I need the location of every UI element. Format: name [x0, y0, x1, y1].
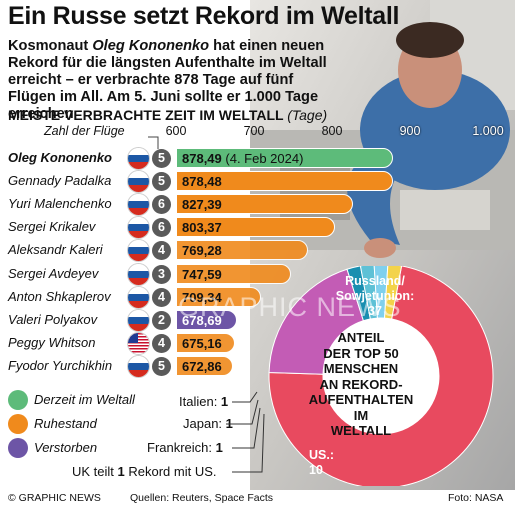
italy-label: Italien: 1 [179, 394, 229, 409]
bar [176, 148, 394, 168]
intro-text: Kosmonaut Oleg Kononenko hat einen neuen… [8, 38, 327, 122]
russia-flag-icon [128, 194, 149, 216]
x-tick-label: 600 [165, 124, 187, 138]
astronaut-name: Anton Shkaplerov [8, 288, 111, 304]
flight-count: 2 [152, 310, 171, 330]
chart-title: MEISTE VERBRACHTE ZEIT IM WELTALL (Tage) [8, 107, 328, 123]
russia-flag-icon [128, 309, 149, 331]
flights-column-label: Zahl der Flüge [44, 124, 125, 138]
flight-count: 4 [152, 241, 171, 261]
russia-label: Russland/Sowjetunion: 37 [335, 274, 415, 318]
astronaut-name: Fyodor Yurchikhin [8, 357, 113, 373]
intro-name: Oleg Kononenko [92, 38, 210, 54]
donut-chart [268, 266, 494, 486]
bar [176, 286, 262, 307]
x-tick-label: 1.000 [472, 124, 504, 138]
bar-value-label: 827,39 [182, 197, 222, 213]
bar [176, 194, 354, 215]
donut-title-line: AUFENTHALTEN [308, 392, 414, 407]
bar-value-label: 878,49 (4. Feb 2024) [182, 151, 304, 166]
donut-title-line: DER TOP 50 [323, 345, 399, 361]
bar-value-label: 675,16 [182, 335, 222, 351]
astronaut-name: Aleksandr Kaleri [8, 242, 103, 258]
bar [176, 355, 233, 376]
flight-count: 5 [152, 172, 171, 192]
bar-value-label: 803,37 [182, 220, 222, 236]
donut-title-line: IM [353, 407, 369, 423]
legend-label-deceased: Verstorben [34, 440, 98, 455]
copyright: © GRAPHIC NEWS [8, 492, 101, 504]
sources: Quellen: Reuters, Space Facts [130, 492, 273, 504]
flights-label-connector [148, 136, 159, 149]
legend-dot-deceased [8, 438, 28, 458]
bar [176, 309, 238, 330]
france-label: Frankreich: 1 [147, 440, 223, 455]
donut-hole [323, 318, 439, 434]
us-label: US.: 10 [309, 448, 334, 477]
x-tick-label: 800 [321, 124, 343, 138]
record-date: (4. Feb 2024) [225, 151, 304, 166]
donut-title-line: MENSCHEN [323, 361, 399, 376]
legend-dot-retired [8, 414, 28, 434]
donut-title: ANTEIL DER TOP 50 MENSCHEN AN REKORD- AUFENT… [296, 330, 426, 439]
astronaut-name: Peggy Whitson [8, 334, 96, 350]
russia-flag-icon [128, 217, 149, 239]
russia-flag-icon [128, 171, 149, 193]
x-tick-label: 900 [399, 124, 421, 138]
photo-credit: Foto: NASA [448, 492, 504, 504]
astronaut-name: Sergei Avdeyev [8, 265, 99, 281]
japan-label: Japan: 1 [183, 416, 233, 431]
legend-label-retired: Ruhestand [34, 416, 97, 431]
legend-dot-active [8, 390, 28, 410]
astronaut-name: Yuri Malenchenko [8, 196, 112, 212]
donut-title-line: ANTEIL [337, 330, 385, 345]
russia-flag-icon [128, 240, 149, 262]
legend-label-active: Derzeit im Weltall [34, 392, 135, 407]
russia-flag-icon [128, 286, 149, 308]
flight-count: 6 [152, 218, 171, 238]
donut-title-line: WELTALL [330, 423, 392, 438]
bar [176, 332, 235, 353]
us-flag-icon [128, 332, 149, 354]
astronaut-name: Gennady Padalka [8, 173, 112, 189]
bar-value-label: 678,69 [182, 312, 222, 328]
astronaut-name: Valeri Polyakov [8, 311, 98, 327]
astronaut-photo [250, 0, 515, 490]
bar-value-label: 769,28 [182, 243, 222, 259]
watermark: GRAPHIC NEWS [178, 292, 402, 322]
bar [176, 217, 335, 238]
headline: Ein Russe setzt Rekord im Weltall [8, 2, 400, 30]
flight-count: 5 [152, 149, 171, 168]
bar-value-label: 878,48 [182, 174, 222, 190]
x-tick-label: 700 [243, 124, 265, 138]
bar [176, 263, 292, 284]
bar-value-label: 709,34 [182, 289, 222, 305]
bar [176, 171, 394, 192]
flight-count: 3 [152, 264, 171, 284]
flight-count: 6 [152, 195, 171, 215]
chart-unit: (Tage) [287, 107, 328, 123]
russia-flag-icon [128, 263, 149, 285]
astronaut-name: Sergei Krikalev [8, 219, 96, 235]
donut-title-line: AN REKORD- [319, 376, 403, 392]
russia-flag-icon [128, 148, 149, 169]
bar [176, 240, 309, 261]
bar-value-label: 672,86 [182, 358, 222, 374]
flight-count: 4 [152, 287, 171, 307]
bar-value-label: 747,59 [182, 266, 222, 282]
russia-flag-icon [128, 355, 149, 377]
astronaut-name: Oleg Kononenko [8, 150, 112, 165]
flight-count: 4 [152, 333, 171, 353]
flight-count: 5 [152, 356, 171, 376]
uk-label: UK teilt 1 Rekord mit US. [72, 464, 217, 479]
